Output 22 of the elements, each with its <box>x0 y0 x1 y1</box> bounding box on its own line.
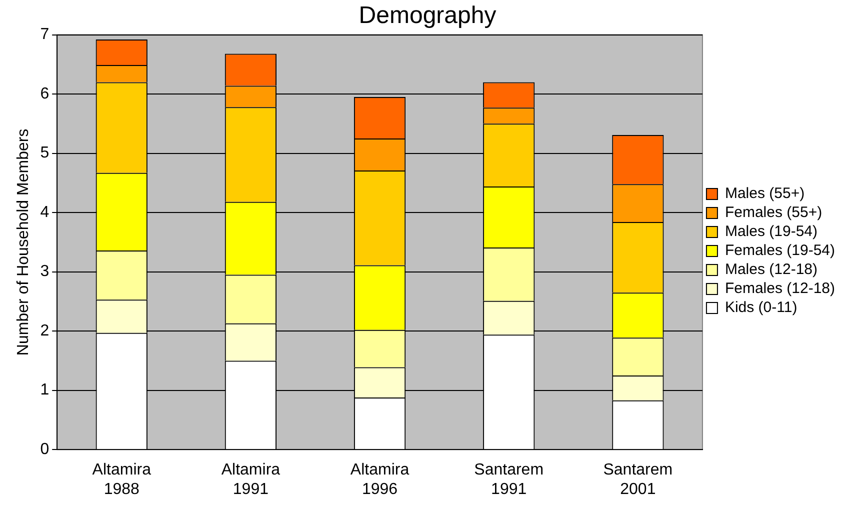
legend-label: Kids (0-11) <box>724 299 798 316</box>
x-tick-label: Santarem 2001 <box>603 462 673 498</box>
y-tick-label: 5 <box>40 144 50 162</box>
legend-label: Females (55+) <box>724 204 822 222</box>
y-tick-label: 0 <box>40 441 50 458</box>
legend-label: Males (19-54) <box>724 223 818 240</box>
legend-label: Females (19-54) <box>724 242 836 260</box>
y-tick-label: 2 <box>40 322 50 340</box>
legend-label: Males (55+) <box>724 185 805 202</box>
chart-title: Demography <box>358 2 496 30</box>
y-tick-label: 4 <box>40 204 50 221</box>
x-tick-label: Altamira 1988 <box>92 462 152 498</box>
y-axis-title: Number of Household Members <box>15 128 32 356</box>
x-tick-label: Santarem 1991 <box>474 462 544 498</box>
legend-label: Females (12-18) <box>724 280 836 298</box>
legend-label: Males (12-18) <box>724 261 818 278</box>
x-tick-label: Altamira 1991 <box>221 462 280 498</box>
x-tick-label: Altamira 1996 <box>350 462 410 498</box>
y-tick-label: 1 <box>40 382 50 399</box>
y-tick-label: 3 <box>40 263 50 280</box>
y-tick-label: 6 <box>40 85 50 102</box>
y-tick-label: 7 <box>40 26 50 44</box>
